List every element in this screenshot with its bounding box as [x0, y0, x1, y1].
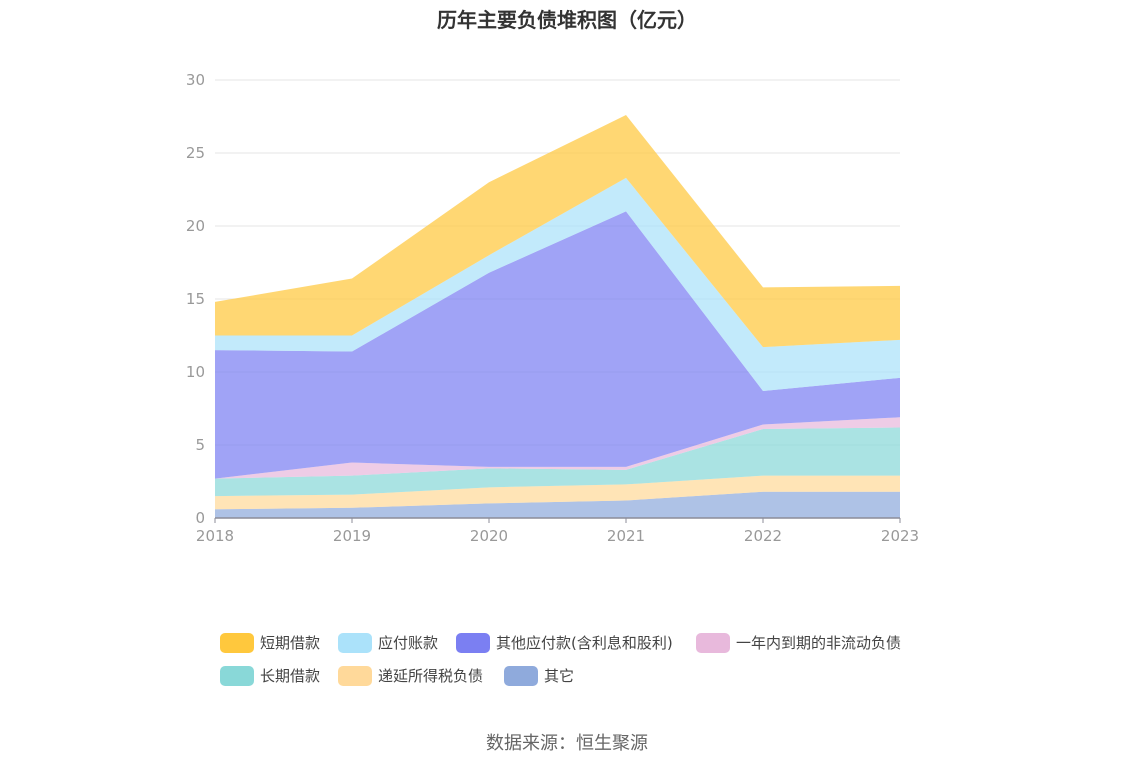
- legend-label: 应付账款: [378, 634, 439, 652]
- y-tick-label: 25: [186, 144, 205, 162]
- x-axis-labels: 2018 2019 2020 2021 2022 2023: [196, 527, 919, 545]
- legend-item-accounts-payable[interactable]: 应付账款: [338, 632, 438, 653]
- legend-swatch: [220, 665, 254, 686]
- legend-label: 其它: [544, 667, 575, 685]
- x-axis: [214, 517, 901, 523]
- x-tick-label: 2018: [196, 527, 234, 545]
- legend-swatch: [696, 632, 730, 653]
- legend-label: 短期借款: [260, 634, 321, 652]
- y-tick-label: 20: [186, 217, 205, 235]
- chart-title: 历年主要负债堆积图（亿元）: [437, 8, 697, 32]
- area-series: [215, 115, 900, 518]
- y-axis-labels: 0 5 10 15 20 25 30: [186, 71, 205, 527]
- legend-item-short-term-loans[interactable]: 短期借款: [220, 632, 320, 653]
- legend-label: 其他应付款(含利息和股利): [496, 634, 673, 652]
- area-其它: [215, 491, 900, 518]
- area-一年内到期的非流动负债: [215, 417, 900, 479]
- legend-item-long-term-loans[interactable]: 长期借款: [220, 665, 320, 686]
- data-source: 数据来源：恒生聚源: [486, 733, 648, 754]
- legend-item-current-noncurrent-liabilities[interactable]: 一年内到期的非流动负债: [696, 632, 901, 653]
- x-tick-label: 2023: [881, 527, 919, 545]
- legend-label: 递延所得税负债: [378, 667, 484, 685]
- legend-label: 一年内到期的非流动负债: [736, 634, 902, 652]
- legend-item-other-payables[interactable]: 其他应付款(含利息和股利): [456, 632, 673, 653]
- x-tick-label: 2021: [607, 527, 645, 545]
- area-长期借款: [215, 427, 900, 497]
- legend-label: 长期借款: [260, 667, 321, 685]
- legend-swatch: [338, 665, 372, 686]
- x-tick-label: 2022: [744, 527, 782, 545]
- y-tick-label: 30: [186, 71, 205, 89]
- area-递延所得税负债: [215, 475, 900, 510]
- y-tick-label: 0: [195, 509, 205, 527]
- legend-item-other[interactable]: 其它: [504, 665, 574, 686]
- legend-item-deferred-tax-liabilities[interactable]: 递延所得税负债: [338, 665, 483, 686]
- stacked-area-chart: 0 5 10 15 20 25 30 2018 2019 2020 2021 2022 2023: [186, 71, 919, 545]
- x-tick-label: 2020: [470, 527, 508, 545]
- x-tick-label: 2019: [333, 527, 371, 545]
- area-其他应付款(含利息和股利): [215, 211, 900, 479]
- area-应付账款: [215, 177, 900, 391]
- legend-swatch: [220, 632, 254, 653]
- area-短期借款: [215, 115, 900, 348]
- legend-swatch: [456, 632, 490, 653]
- y-tick-label: 15: [186, 290, 205, 308]
- legend-swatch: [504, 665, 538, 686]
- y-tick-label: 10: [186, 363, 205, 381]
- y-tick-label: 5: [195, 436, 205, 454]
- legend-swatch: [338, 632, 372, 653]
